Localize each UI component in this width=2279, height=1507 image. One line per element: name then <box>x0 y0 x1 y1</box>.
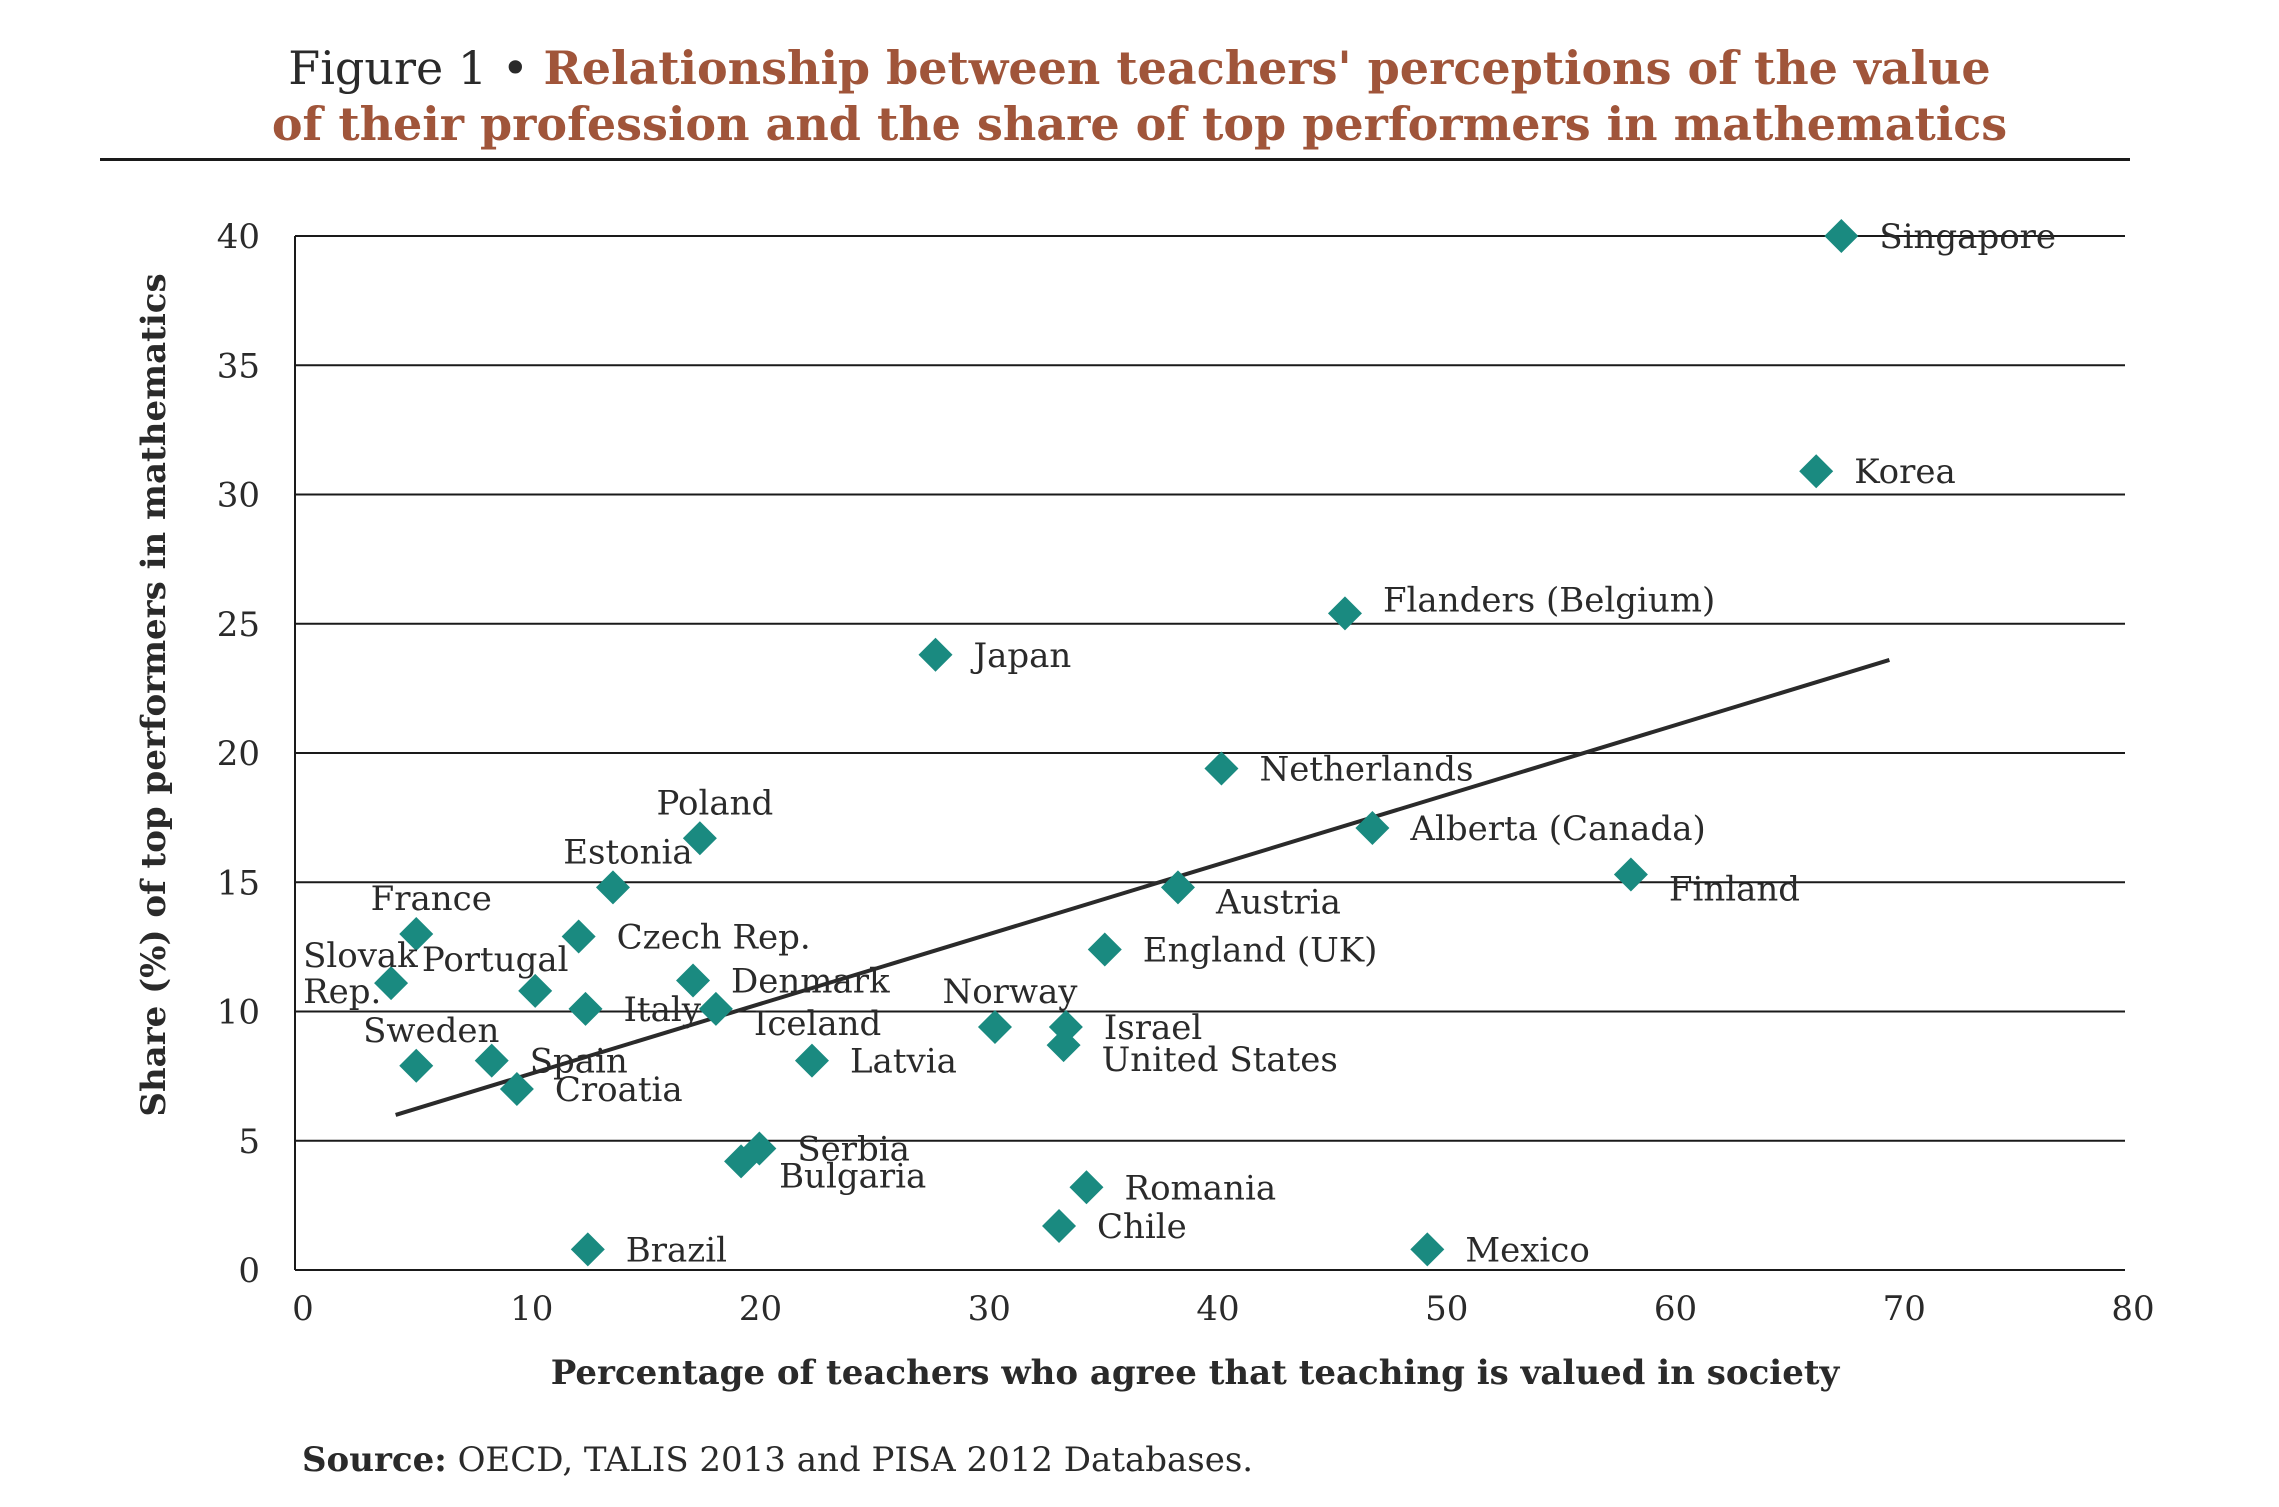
data-point-romania <box>1069 1170 1104 1205</box>
x-tick-label: 0 <box>292 1289 314 1329</box>
data-point-estonia <box>595 870 630 905</box>
source-note: Source: OECD, TALIS 2013 and PISA 2012 D… <box>302 1440 1253 1480</box>
title-text-line-1: Relationship between teachers' perceptio… <box>543 41 1991 95</box>
x-tick-label: 10 <box>510 1289 553 1329</box>
data-label: Korea <box>1854 452 1956 492</box>
y-tick-labels: 0 5 10 15 20 25 30 35 40 <box>217 217 260 1291</box>
data-label: Estonia <box>563 832 692 872</box>
x-tick-labels: 0 10 20 30 40 50 60 70 80 <box>292 1289 2154 1329</box>
data-label: Alberta (Canada) <box>1409 809 1705 849</box>
data-point-bulgaria <box>724 1144 759 1179</box>
y-tick-label: 35 <box>217 346 260 386</box>
x-tick-label: 50 <box>1425 1289 1468 1329</box>
data-label: Czech Rep. <box>617 918 811 958</box>
data-point-brazil <box>570 1232 605 1267</box>
data-point-czech-rep- <box>561 919 596 954</box>
y-tick-label: 0 <box>238 1251 260 1291</box>
y-tick-label: 5 <box>238 1122 260 1162</box>
data-label: Chile <box>1097 1207 1187 1247</box>
data-label: Romania <box>1124 1168 1276 1208</box>
data-label: Italy <box>624 990 702 1030</box>
data-label: Israel <box>1104 1008 1202 1048</box>
data-label: Spain <box>530 1042 628 1082</box>
data-point-austria <box>1160 870 1195 905</box>
data-point-chile <box>1042 1209 1077 1244</box>
data-label: Slovak Rep. <box>303 936 418 1012</box>
data-point-japan <box>918 637 953 672</box>
data-label: Croatia <box>555 1070 683 1110</box>
y-tick-label: 40 <box>217 217 260 257</box>
data-point-italy <box>568 991 603 1026</box>
data-point-poland <box>682 821 717 856</box>
data-point-croatia <box>499 1072 534 1107</box>
y-tick-label: 10 <box>217 993 260 1033</box>
gridlines <box>295 235 2125 1142</box>
scatter-chart: 0 5 10 15 20 25 30 35 40 0 10 20 30 40 50 60 70 80 Singa… <box>134 217 2155 1393</box>
x-tick-label: 30 <box>968 1289 1011 1329</box>
x-tick-label: 60 <box>1654 1289 1697 1329</box>
data-point-latvia <box>794 1043 829 1078</box>
x-tick-label: 70 <box>1883 1289 1926 1329</box>
source-label: Source: <box>302 1440 447 1480</box>
data-label: Finland <box>1669 869 1800 909</box>
title-line-1: Figure 1 • Relationship between teachers… <box>0 40 2279 96</box>
x-axis-label: Percentage of teachers who agree that te… <box>551 1353 1841 1393</box>
data-label: England (UK) <box>1143 930 1378 970</box>
y-axis-label: Share (%) of top performers in mathemati… <box>134 273 174 1116</box>
y-tick-label: 30 <box>217 476 260 516</box>
data-label: Denmark <box>731 961 890 1001</box>
chart-title: Figure 1 • Relationship between teachers… <box>0 40 2279 152</box>
data-label: Brazil <box>626 1230 727 1270</box>
data-point-flanders-belgium- <box>1327 596 1362 631</box>
data-point-spain <box>474 1043 509 1078</box>
data-points <box>374 219 1859 1267</box>
data-label: France <box>371 879 492 919</box>
data-point-finland <box>1613 857 1648 892</box>
data-point-netherlands <box>1204 751 1239 786</box>
data-label: Japan <box>971 636 1072 676</box>
data-label: Bulgaria <box>779 1156 926 1196</box>
data-label: Sweden <box>363 1011 499 1051</box>
figure-number: Figure 1 • <box>288 41 529 95</box>
data-labels: Singapore Korea Flanders (Belgium) Japan Net… <box>303 217 2056 1270</box>
data-point-norway <box>977 1010 1012 1045</box>
source-text: OECD, TALIS 2013 and PISA 2012 Databases… <box>457 1440 1254 1480</box>
y-tick-label: 25 <box>217 605 260 645</box>
x-tick-label: 80 <box>2111 1289 2154 1329</box>
data-point-alberta-canada- <box>1355 810 1390 845</box>
data-point-korea <box>1799 454 1834 489</box>
data-label: United States <box>1102 1040 1338 1080</box>
y-tick-label: 20 <box>217 734 260 774</box>
y-tick-label: 15 <box>217 863 260 903</box>
data-point-mexico <box>1410 1232 1445 1267</box>
data-label: Mexico <box>1465 1230 1590 1270</box>
x-tick-label: 40 <box>1196 1289 1239 1329</box>
data-label: Latvia <box>850 1042 957 1082</box>
data-point-slovak-rep- <box>374 966 409 1001</box>
data-point-denmark <box>676 963 711 998</box>
data-label: Serbia <box>797 1130 910 1170</box>
axes <box>294 236 2125 1271</box>
data-point-france <box>399 916 434 951</box>
data-point-singapore <box>1824 219 1859 253</box>
trend-line <box>395 658 1890 1117</box>
data-point-united-states <box>1046 1028 1081 1063</box>
title-divider <box>100 158 2130 161</box>
x-tick-label: 20 <box>739 1289 782 1329</box>
data-label: Austria <box>1215 882 1341 922</box>
data-label: Portugal <box>422 940 569 980</box>
data-label: Poland <box>656 783 773 823</box>
title-text-line-2: of their profession and the share of top… <box>271 97 2008 151</box>
data-label: Netherlands <box>1259 750 1473 790</box>
data-label: Iceland <box>754 1004 881 1044</box>
data-point-england-uk- <box>1087 932 1122 967</box>
data-label: Singapore <box>1879 217 2056 257</box>
data-label: Norway <box>942 972 1078 1012</box>
data-point-sweden <box>399 1048 434 1083</box>
data-label: Flanders (Belgium) <box>1383 580 1715 620</box>
data-point-portugal <box>518 973 553 1008</box>
data-point-iceland <box>698 991 733 1026</box>
